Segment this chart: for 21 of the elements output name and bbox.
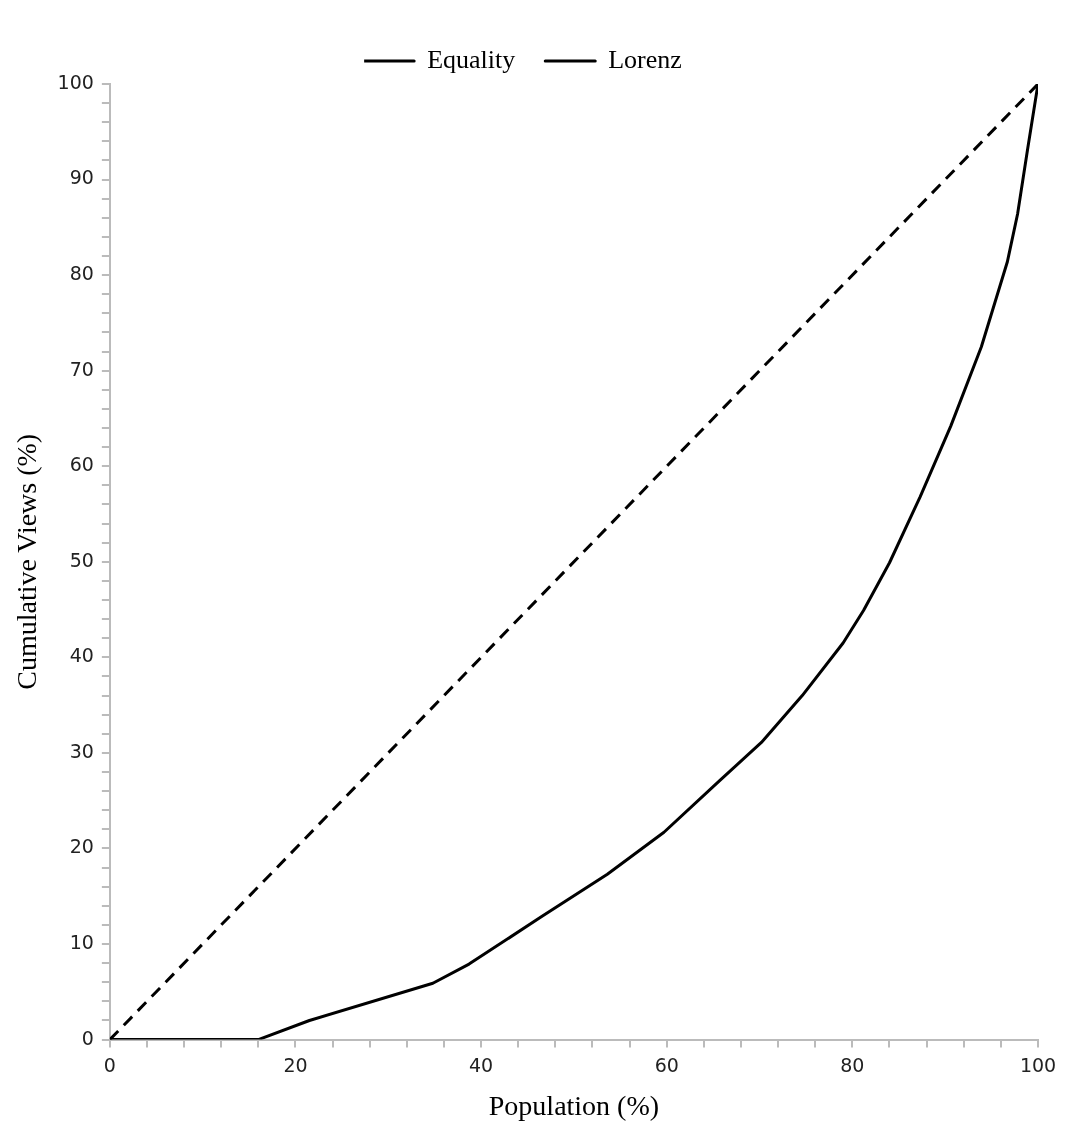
y-axis-title: Cumulative Views (%) (11, 433, 43, 690)
y-tick-label: 70 (69, 357, 94, 380)
y-tick-label: 10 (69, 930, 94, 953)
y-tick-label: 80 (69, 262, 94, 285)
y-tick-label: 30 (69, 739, 94, 762)
legend-label: Equality (427, 44, 516, 74)
y-tick-label: 50 (69, 548, 94, 571)
x-tick-label: 40 (469, 1053, 494, 1076)
y-tick-label: 90 (69, 166, 94, 189)
y-tick-label: 100 (57, 70, 94, 93)
x-tick-label: 100 (1019, 1053, 1057, 1076)
y-tick-label: 20 (69, 835, 94, 858)
x-tick-label: 80 (840, 1053, 865, 1076)
x-tick-label: 20 (283, 1053, 308, 1076)
x-tick-label: 60 (654, 1053, 679, 1076)
y-tick-label: 60 (69, 453, 94, 476)
y-tick-label: 40 (69, 644, 94, 667)
legend-label: Lorenz (608, 44, 682, 74)
y-tick-label: 0 (81, 1026, 94, 1049)
x-tick-label: 0 (103, 1053, 116, 1076)
x-axis-title: Population (%) (488, 1089, 660, 1121)
